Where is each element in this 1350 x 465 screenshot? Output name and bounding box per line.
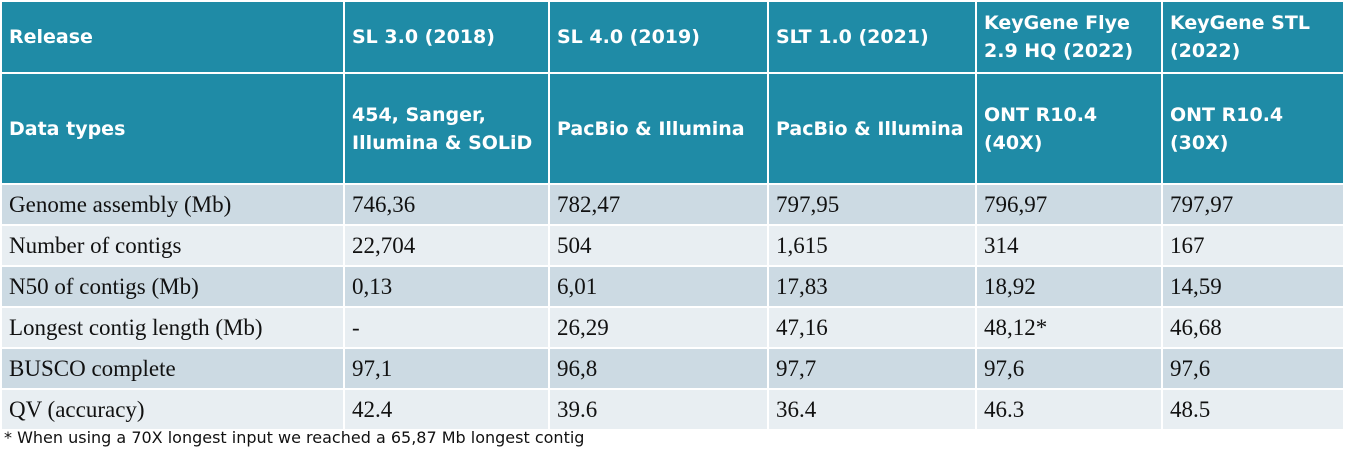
table-cell: 167 [1161,224,1345,267]
table-cell: 97,6 [975,347,1163,390]
table-row: QV (accuracy) 42.4 39.6 36.4 46.3 48.5 [0,388,1345,431]
table-cell: 39.6 [548,388,769,431]
table-cell: - [343,306,550,349]
table-cell: 17,83 [767,265,977,308]
table-cell: 797,97 [1161,183,1345,226]
table-cell: 42.4 [343,388,550,431]
table-row: Number of contigs 22,704 504 1,615 314 1… [0,224,1345,267]
table-cell: 6,01 [548,265,769,308]
release-keygene-flye: KeyGene Flye 2.9 HQ (2022) [975,0,1163,74]
data-types-sl4: PacBio & Illumina [548,72,769,185]
row-label: BUSCO complete [0,347,345,390]
row-label: QV (accuracy) [0,388,345,431]
table-cell: 314 [975,224,1163,267]
genome-assembly-table: Release SL 3.0 (2018) SL 4.0 (2019) SLT … [0,0,1345,431]
table-cell: 22,704 [343,224,550,267]
table-cell: 797,95 [767,183,977,226]
table-row: Longest contig length (Mb) - 26,29 47,16… [0,306,1345,349]
table-cell: 26,29 [548,306,769,349]
data-types-label: Data types [0,72,345,185]
data-types-slt1: PacBio & Illumina [767,72,977,185]
table-cell: 14,59 [1161,265,1345,308]
row-label: Number of contigs [0,224,345,267]
table-cell: 97,6 [1161,347,1345,390]
table-cell: 48.5 [1161,388,1345,431]
table-row: N50 of contigs (Mb) 0,13 6,01 17,83 18,9… [0,265,1345,308]
table-cell: 97,7 [767,347,977,390]
footnote: * When using a 70X longest input we reac… [4,428,585,447]
table-cell: 18,92 [975,265,1163,308]
table-cell: 1,615 [767,224,977,267]
row-label: N50 of contigs (Mb) [0,265,345,308]
table-cell: 782,47 [548,183,769,226]
table-cell: 36.4 [767,388,977,431]
data-types-keygene-stl: ONT R10.4 (30X) [1161,72,1345,185]
table-cell: 46.3 [975,388,1163,431]
table-cell: 48,12* [975,306,1163,349]
table-row: Genome assembly (Mb) 746,36 782,47 797,9… [0,183,1345,226]
release-sl3: SL 3.0 (2018) [343,0,550,74]
table-cell: 504 [548,224,769,267]
row-label: Longest contig length (Mb) [0,306,345,349]
table-cell: 796,97 [975,183,1163,226]
release-slt1: SLT 1.0 (2021) [767,0,977,74]
release-keygene-stl: KeyGene STL (2022) [1161,0,1345,74]
release-sl4: SL 4.0 (2019) [548,0,769,74]
table-cell: 746,36 [343,183,550,226]
header-row-data-types: Data types 454, Sanger, Illumina & SOLiD… [0,72,1345,185]
table-row: BUSCO complete 97,1 96,8 97,7 97,6 97,6 [0,347,1345,390]
data-types-keygene-flye: ONT R10.4 (40X) [975,72,1163,185]
table-cell: 97,1 [343,347,550,390]
table-cell: 96,8 [548,347,769,390]
row-label: Genome assembly (Mb) [0,183,345,226]
data-types-sl3: 454, Sanger, Illumina & SOLiD [343,72,550,185]
release-label: Release [0,0,345,74]
header-row-release: Release SL 3.0 (2018) SL 4.0 (2019) SLT … [0,0,1345,74]
table-cell: 0,13 [343,265,550,308]
table-cell: 47,16 [767,306,977,349]
table-cell: 46,68 [1161,306,1345,349]
